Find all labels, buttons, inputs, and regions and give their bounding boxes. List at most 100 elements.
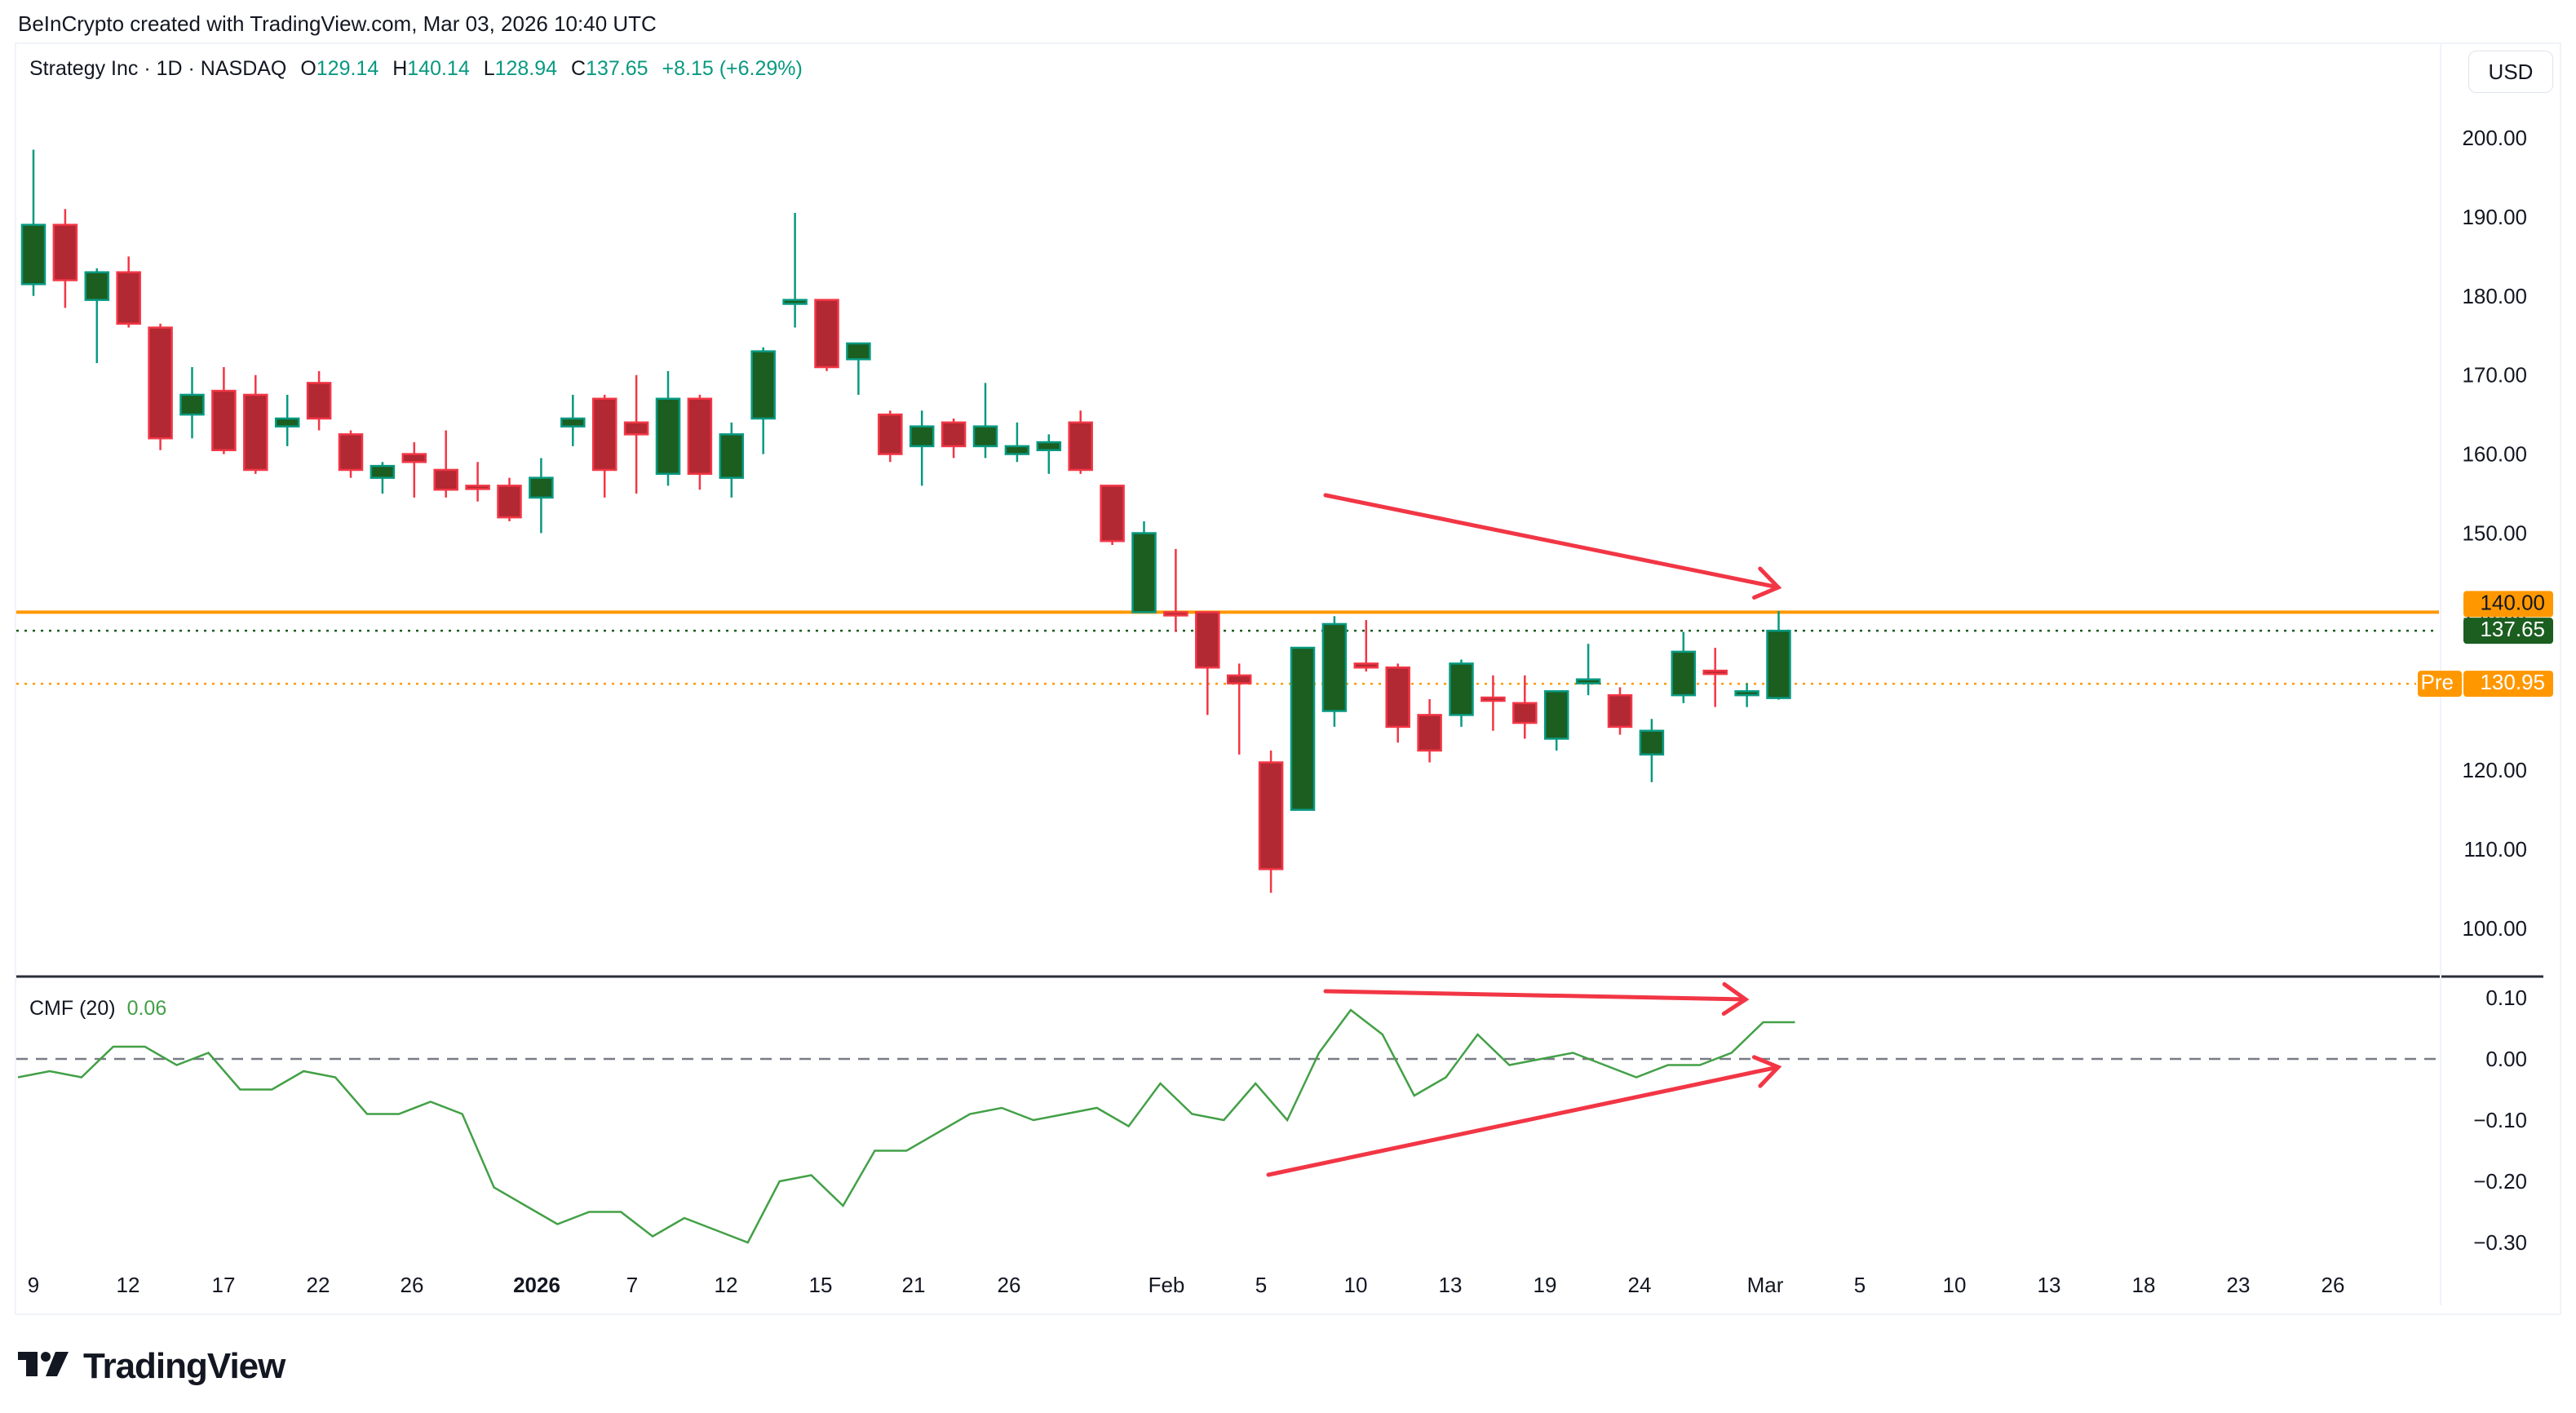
time-axis-tick: 21 (902, 1273, 926, 1297)
time-axis-tick: 10 (1344, 1273, 1368, 1297)
candle-body[interactable] (750, 350, 776, 420)
candle-body[interactable] (909, 425, 935, 448)
candle-body[interactable] (1195, 611, 1220, 669)
cmf-axis-tick: 0.10 (2485, 986, 2527, 1010)
time-axis-tick: 22 (307, 1273, 330, 1297)
candle-body[interactable] (1417, 714, 1442, 752)
candle-body[interactable] (1226, 674, 1252, 684)
tradingview-wordmark: TradingView (83, 1346, 285, 1386)
cmf-value: 0.06 (126, 997, 167, 1020)
candle-body[interactable] (1004, 445, 1030, 455)
price-axis-tick: 120.00 (2462, 758, 2527, 782)
time-axis-tick: 13 (2038, 1273, 2061, 1297)
candle-body[interactable] (52, 224, 78, 281)
candle-body[interactable] (1543, 690, 1569, 740)
time-axis-tick: 17 (212, 1273, 236, 1297)
candle-body[interactable] (846, 342, 871, 361)
time-axis-tick: 5 (1255, 1273, 1267, 1297)
candle-body[interactable] (1100, 485, 1125, 543)
price-trend-arrow[interactable] (1323, 493, 1781, 590)
close-value: 137.65 (586, 57, 648, 80)
price-trend-arrow-head (1752, 566, 1782, 600)
candle-body[interactable] (1639, 729, 1665, 756)
cmf-axis-tick: −0.30 (2473, 1230, 2527, 1255)
candle-body[interactable] (878, 413, 903, 455)
time-axis-tick: 12 (117, 1273, 140, 1297)
candle-body[interactable] (370, 464, 396, 479)
candle-body[interactable] (782, 299, 808, 305)
cmf-line[interactable] (17, 1008, 1795, 1244)
candle-body[interactable] (497, 485, 522, 519)
time-axis-tick: Mar (1747, 1273, 1784, 1297)
candle-body[interactable] (1575, 678, 1601, 684)
candle-body[interactable] (687, 397, 713, 476)
candle-body[interactable] (465, 485, 490, 490)
candle-body[interactable] (1766, 629, 1791, 699)
price-axis-tick: 100.00 (2462, 916, 2527, 941)
chart-frame (15, 42, 2561, 1315)
candle-body[interactable] (274, 417, 300, 427)
candle-body[interactable] (84, 271, 110, 301)
cmf-lows-arrow[interactable] (1266, 1065, 1781, 1177)
candle-body[interactable] (1131, 532, 1157, 613)
candle-body[interactable] (116, 271, 141, 325)
candle-body[interactable] (338, 433, 364, 472)
price-axis-tick: 170.00 (2462, 363, 2527, 388)
candle-body[interactable] (1512, 702, 1538, 724)
candle-body[interactable] (719, 433, 745, 479)
candle-body[interactable] (1163, 611, 1188, 617)
time-axis-tick: 26 (401, 1273, 424, 1297)
last-price-label: 137.65 (2480, 617, 2545, 641)
time-axis-tick: 18 (2132, 1273, 2156, 1297)
candle-body[interactable] (1671, 650, 1697, 697)
candle-body[interactable] (306, 382, 332, 420)
time-axis-tick: 2026 (513, 1273, 560, 1297)
candle-body[interactable] (401, 453, 427, 463)
candle-body[interactable] (1734, 690, 1759, 697)
candle-body[interactable] (972, 425, 998, 448)
premarket-price-label-bg (2463, 671, 2553, 698)
cmf-name: CMF (20) (29, 997, 116, 1020)
candle-body[interactable] (179, 393, 205, 416)
attribution-text: BeInCrypto created with TradingView.com,… (18, 11, 657, 36)
premarket-tag: Pre (2421, 670, 2454, 694)
high-label: H (392, 57, 408, 80)
candle-body[interactable] (243, 393, 268, 472)
candle-body[interactable] (623, 421, 649, 436)
candle-body[interactable] (655, 397, 681, 476)
cmf-axis-tick: 0.00 (2485, 1047, 2527, 1071)
cmf-axis-tick: −0.20 (2473, 1169, 2527, 1194)
open-label: O (300, 57, 316, 80)
candle-body[interactable] (433, 468, 458, 491)
cmf-highs-arrow[interactable] (1323, 989, 1748, 1002)
candle-body[interactable] (1702, 669, 1728, 675)
candle-body[interactable] (1036, 441, 1062, 452)
candle-body[interactable] (529, 476, 554, 499)
resistance-price-label-bg (2463, 591, 2553, 618)
candle-body[interactable] (1353, 662, 1379, 669)
candle-body[interactable] (1321, 622, 1348, 712)
candle-body[interactable] (1449, 662, 1474, 716)
tradingview-logo: TradingView (18, 1346, 285, 1387)
candle-body[interactable] (1481, 696, 1506, 702)
time-axis-tick: 10 (1943, 1273, 1967, 1297)
time-axis-tick: 19 (1534, 1273, 1557, 1297)
candle-body[interactable] (941, 421, 967, 448)
candle-body[interactable] (1607, 693, 1633, 729)
price-axis-tick: 190.00 (2462, 205, 2527, 229)
time-axis-tick: 24 (1628, 1273, 1652, 1297)
price-axis-tick: 150.00 (2462, 521, 2527, 546)
candle-body[interactable] (211, 389, 237, 452)
candle-body[interactable] (148, 326, 173, 440)
candle-body[interactable] (1385, 666, 1410, 729)
candle-body[interactable] (560, 417, 586, 427)
candle-body[interactable] (20, 224, 46, 286)
time-axis-tick: 12 (715, 1273, 738, 1297)
candle-body[interactable] (1068, 421, 1093, 472)
candle-body[interactable] (814, 299, 839, 369)
currency-button[interactable]: USD (2468, 51, 2553, 93)
candle-body[interactable] (1258, 761, 1284, 870)
candle-body[interactable] (1290, 646, 1316, 811)
candle-body[interactable] (591, 397, 617, 472)
